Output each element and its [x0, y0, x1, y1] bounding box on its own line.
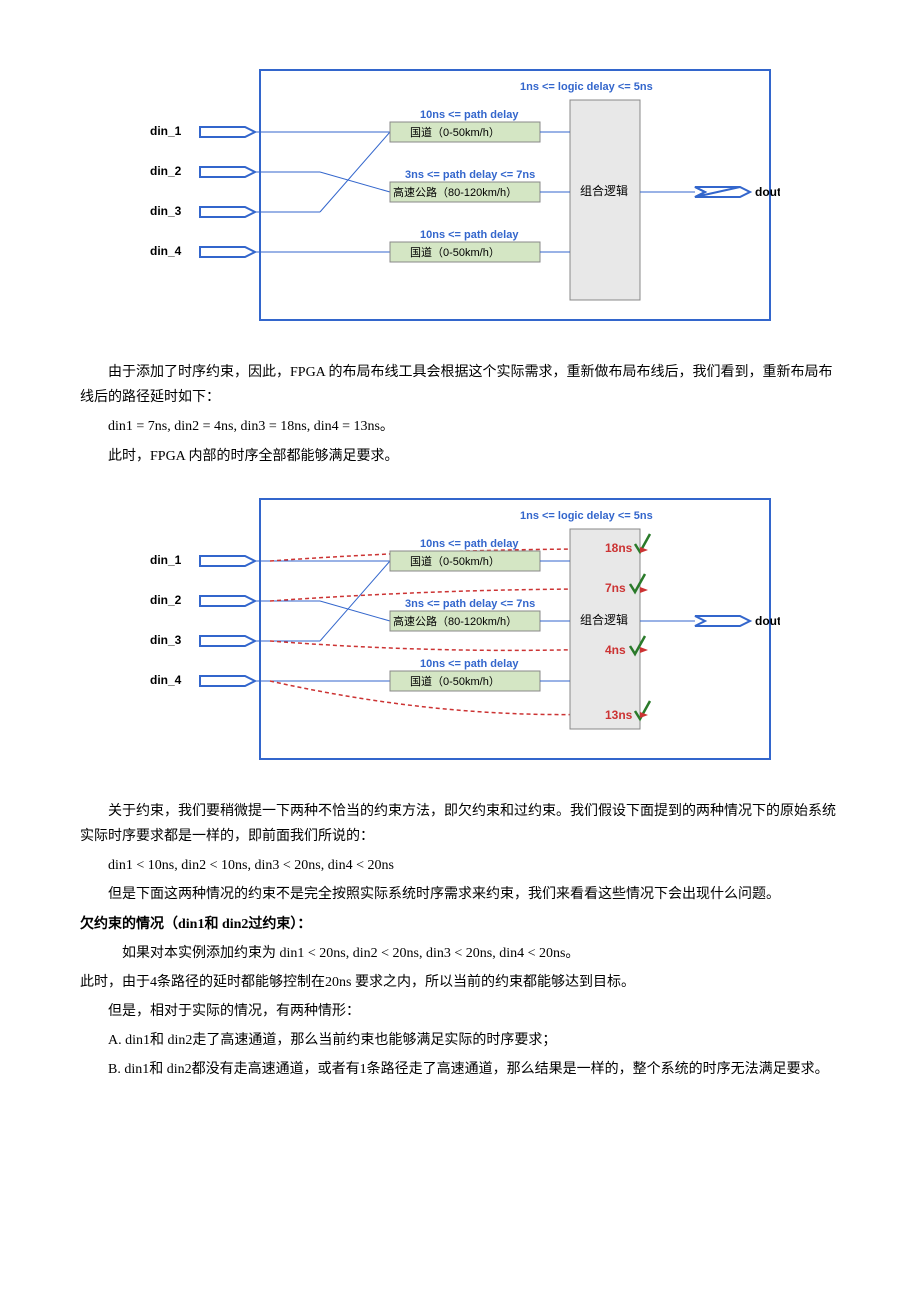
paragraph-5: din1 < 10ns, din2 < 10ns, din3 < 20ns, d…	[80, 853, 840, 878]
paragraph-4: 关于约束，我们要稍微提一下两种不恰当的约束方法，即欠约束和过约束。我们假设下面提…	[80, 799, 840, 849]
svg-text:7ns: 7ns	[605, 581, 626, 595]
svg-text:din_1: din_1	[150, 553, 182, 567]
svg-text:dout: dout	[755, 614, 780, 628]
timing-diagram-2: din_1 din_2 din_3 din_4 10ns <= path del…	[140, 489, 780, 769]
svg-text:4ns: 4ns	[605, 643, 626, 657]
svg-text:高速公路（80-120km/h）: 高速公路（80-120km/h）	[393, 614, 517, 628]
svg-text:10ns <= path delay: 10ns <= path delay	[420, 538, 519, 550]
svg-text:组合逻辑: 组合逻辑	[580, 183, 628, 198]
svg-text:国道（0-50km/h）: 国道（0-50km/h）	[410, 125, 500, 139]
svg-text:组合逻辑: 组合逻辑	[580, 612, 628, 627]
svg-text:3ns <= path delay <= 7ns: 3ns <= path delay <= 7ns	[405, 169, 535, 181]
svg-text:国道（0-50km/h）: 国道（0-50km/h）	[410, 674, 500, 688]
paragraph-6: 但是下面这两种情况的约束不是完全按照实际系统时序需求来约束，我们来看看这些情况下…	[80, 882, 840, 907]
svg-text:国道（0-50km/h）: 国道（0-50km/h）	[410, 554, 500, 568]
paragraph-10: A. din1和 din2走了高速通道，那么当前约束也能够满足实际的时序要求；	[80, 1028, 840, 1053]
svg-text:din_4: din_4	[150, 673, 182, 687]
svg-text:3ns <= path delay <= 7ns: 3ns <= path delay <= 7ns	[405, 598, 535, 610]
svg-text:10ns <= path delay: 10ns <= path delay	[420, 229, 519, 241]
svg-text:10ns <= path delay: 10ns <= path delay	[420, 658, 519, 670]
paragraph-3: 此时，FPGA 内部的时序全部都能够满足要求。	[80, 444, 840, 469]
svg-text:1ns <= logic delay <= 5ns: 1ns <= logic delay <= 5ns	[520, 81, 653, 93]
paragraph-7: 如果对本实例添加约束为 din1 < 20ns, din2 < 20ns, di…	[80, 941, 840, 966]
svg-text:国道（0-50km/h）: 国道（0-50km/h）	[410, 245, 500, 259]
svg-text:din_3: din_3	[150, 633, 182, 647]
din1-label: din_1	[150, 124, 182, 138]
timing-diagram-1: din_1 din_2 din_3 din_4 10ns <= path del…	[140, 60, 780, 330]
paragraph-9: 但是，相对于实际的情况，有两种情形：	[80, 999, 840, 1024]
svg-text:高速公路（80-120km/h）: 高速公路（80-120km/h）	[393, 185, 517, 199]
paragraph-8: 此时，由于4条路径的延时都能够控制在20ns 要求之内，所以当前的约束都能够达到…	[80, 970, 840, 995]
svg-text:dout: dout	[755, 185, 780, 199]
svg-text:18ns: 18ns	[605, 541, 633, 555]
paragraph-11: B. din1和 din2都没有走高速通道，或者有1条路径走了高速通道，那么结果…	[80, 1057, 840, 1082]
din3-label: din_3	[150, 204, 182, 218]
heading-underconstraint: 欠约束的情况（din1和 din2过约束）：	[80, 912, 840, 937]
svg-text:10ns <= path delay: 10ns <= path delay	[420, 109, 519, 121]
din2-label: din_2	[150, 164, 182, 178]
svg-text:13ns: 13ns	[605, 708, 633, 722]
din4-label: din_4	[150, 244, 182, 258]
svg-text:1ns <= logic delay <= 5ns: 1ns <= logic delay <= 5ns	[520, 510, 653, 522]
paragraph-2: din1 = 7ns, din2 = 4ns, din3 = 18ns, din…	[80, 414, 840, 439]
svg-text:din_2: din_2	[150, 593, 182, 607]
paragraph-1: 由于添加了时序约束，因此，FPGA 的布局布线工具会根据这个实际需求，重新做布局…	[80, 360, 840, 410]
